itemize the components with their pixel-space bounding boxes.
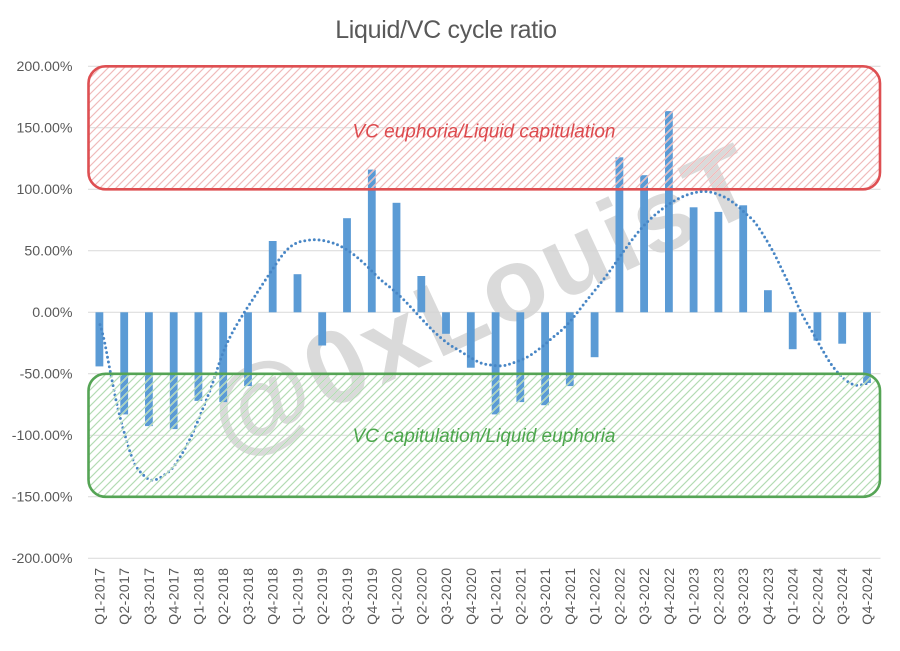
svg-text:200.00%: 200.00% <box>16 59 72 75</box>
svg-text:Q3-2022: Q3-2022 <box>636 568 652 625</box>
svg-text:Q2-2018: Q2-2018 <box>215 568 231 625</box>
svg-text:Q1-2019: Q1-2019 <box>290 568 306 625</box>
svg-text:Q3-2023: Q3-2023 <box>735 568 751 625</box>
svg-text:Q3-2021: Q3-2021 <box>537 568 553 625</box>
svg-text:Q4-2024: Q4-2024 <box>859 568 875 625</box>
svg-text:-150.00%: -150.00% <box>12 490 73 506</box>
svg-text:Q4-2021: Q4-2021 <box>562 568 578 625</box>
svg-text:Q1-2018: Q1-2018 <box>190 568 206 625</box>
svg-text:Q4-2019: Q4-2019 <box>364 568 380 625</box>
svg-text:Q4-2023: Q4-2023 <box>760 568 776 625</box>
svg-text:Q2-2023: Q2-2023 <box>710 568 726 625</box>
svg-text:150.00%: 150.00% <box>16 121 72 137</box>
svg-text:Q2-2019: Q2-2019 <box>314 568 330 625</box>
svg-text:-50.00%: -50.00% <box>20 367 73 383</box>
svg-text:VC capitulation/Liquid euphori: VC capitulation/Liquid euphoria <box>352 426 615 447</box>
svg-text:Q2-2024: Q2-2024 <box>809 568 825 625</box>
svg-text:Q3-2024: Q3-2024 <box>834 568 850 625</box>
svg-text:Q3-2020: Q3-2020 <box>438 568 454 625</box>
svg-text:Q4-2020: Q4-2020 <box>463 568 479 625</box>
svg-text:VC euphoria/Liquid capitulatio: VC euphoria/Liquid capitulation <box>352 122 615 143</box>
svg-text:Q2-2022: Q2-2022 <box>611 568 627 625</box>
svg-text:Q1-2024: Q1-2024 <box>785 568 801 625</box>
svg-text:0.00%: 0.00% <box>32 305 73 321</box>
svg-text:Q2-2017: Q2-2017 <box>116 568 132 625</box>
svg-text:Q3-2018: Q3-2018 <box>240 568 256 625</box>
svg-text:50.00%: 50.00% <box>24 244 73 260</box>
svg-text:Q4-2017: Q4-2017 <box>166 568 182 625</box>
svg-text:Q1-2023: Q1-2023 <box>686 568 702 625</box>
svg-text:Q4-2018: Q4-2018 <box>265 568 281 625</box>
svg-text:Q3-2017: Q3-2017 <box>141 568 157 625</box>
svg-text:Q2-2021: Q2-2021 <box>512 568 528 625</box>
svg-text:-200.00%: -200.00% <box>12 551 73 567</box>
svg-text:Q2-2020: Q2-2020 <box>413 568 429 625</box>
svg-text:100.00%: 100.00% <box>16 182 72 198</box>
svg-text:-100.00%: -100.00% <box>12 428 73 444</box>
svg-text:Q4-2022: Q4-2022 <box>661 568 677 625</box>
svg-text:Q1-2022: Q1-2022 <box>587 568 603 625</box>
svg-text:Q3-2019: Q3-2019 <box>339 568 355 625</box>
svg-text:Liquid/VC cycle ratio: Liquid/VC cycle ratio <box>335 16 557 44</box>
svg-text:Q1-2020: Q1-2020 <box>389 568 405 625</box>
svg-text:Q1-2021: Q1-2021 <box>488 568 504 625</box>
svg-text:Q1-2017: Q1-2017 <box>91 568 107 625</box>
